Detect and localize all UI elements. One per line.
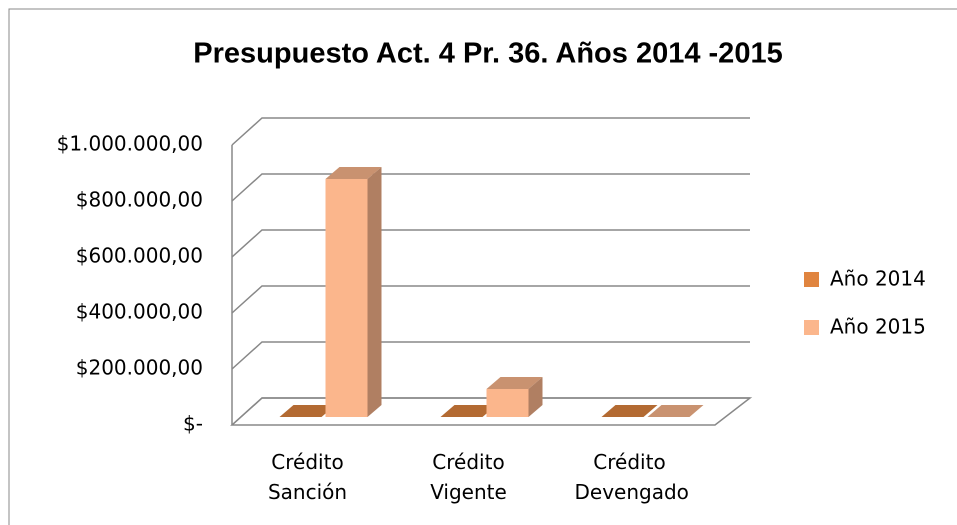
y-tick-label: $400.000,00 <box>76 300 203 324</box>
bar-top <box>601 405 658 417</box>
grid-line <box>231 117 750 146</box>
y-tick-label: $200.000,00 <box>76 356 203 380</box>
chart-border <box>8 8 957 525</box>
legend-label: Año 2015 <box>830 315 926 339</box>
x-tick-label: Crédito Vigente <box>430 450 507 504</box>
legend-label: Año 2014 <box>830 267 926 291</box>
grid-line <box>231 229 750 258</box>
grid-line <box>231 341 750 370</box>
bar-front <box>486 389 529 417</box>
bar-side <box>367 167 382 417</box>
bar-top <box>647 405 704 417</box>
chart-title: Presupuesto Act. 4 Pr. 36. Años 2014 -20… <box>193 38 782 70</box>
y-tick-label: $600.000,00 <box>76 244 203 268</box>
bar-top <box>279 405 336 417</box>
y-tick-label: $800.000,00 <box>76 188 203 212</box>
bar-side <box>528 377 543 417</box>
x-tick-label: Crédito Devengado <box>574 450 689 504</box>
bar-top <box>440 405 497 417</box>
grid-line <box>231 173 750 202</box>
y-tick-label: $1.000.000,00 <box>57 132 203 156</box>
grid-line <box>231 285 750 314</box>
bar-top <box>486 377 543 389</box>
y-tick-label: $- <box>183 412 203 436</box>
legend-marker <box>804 272 819 287</box>
bar-top <box>325 167 382 179</box>
x-tick-label: Crédito Sanción <box>267 450 348 504</box>
legend-marker <box>804 320 819 335</box>
grid-line <box>231 397 750 426</box>
bar-front <box>325 179 368 417</box>
